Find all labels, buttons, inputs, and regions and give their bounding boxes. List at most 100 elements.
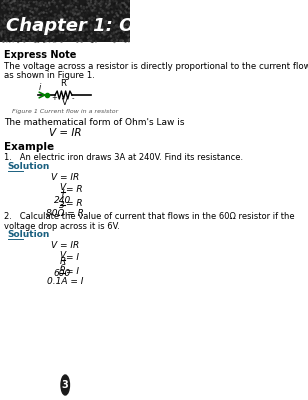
Point [111,34,116,40]
Point [27,11,32,18]
Point [89,7,94,13]
Point [74,4,79,10]
Point [40,24,45,30]
Point [78,19,83,25]
Point [66,4,71,10]
Point [117,14,122,20]
Point [96,2,101,8]
Point [100,0,105,6]
Point [91,36,96,42]
Point [40,24,45,31]
Point [88,26,93,33]
Point [53,14,58,20]
Point [126,24,131,31]
Point [64,18,69,25]
Point [79,3,83,9]
Point [116,24,121,30]
Point [10,8,14,15]
Point [20,6,25,13]
Point [8,0,13,4]
Point [89,26,94,32]
Point [13,16,18,22]
Text: Express Note: Express Note [4,50,77,60]
Point [124,32,128,38]
Point [112,25,117,31]
Point [87,1,92,7]
Point [22,0,27,5]
Point [124,0,129,4]
Point [113,33,118,39]
Point [111,1,116,7]
Point [29,24,34,31]
Point [16,28,21,35]
Point [44,17,49,24]
Point [87,2,91,8]
Point [75,38,80,44]
Point [11,0,16,4]
Point [67,31,72,38]
Point [48,8,53,14]
Point [34,7,39,14]
Point [81,32,86,38]
Point [90,38,95,45]
Point [24,30,29,36]
Point [79,39,84,45]
Point [39,21,44,27]
Point [121,11,126,17]
Point [73,10,78,17]
Point [80,11,85,17]
Point [126,38,131,44]
Point [78,38,83,44]
Point [59,0,64,6]
Point [79,4,84,11]
Point [120,21,125,28]
Point [96,30,101,37]
Point [103,28,108,34]
Point [49,0,54,7]
Point [15,37,20,44]
Point [126,17,131,24]
Point [91,34,96,40]
Point [44,10,49,16]
Point [124,30,129,37]
Point [77,25,82,31]
Point [84,12,89,18]
Point [109,6,114,12]
Point [104,18,109,24]
Point [14,7,19,14]
Point [111,20,116,27]
Point [3,14,8,20]
Point [48,14,53,21]
Point [50,0,55,5]
Point [4,12,9,18]
Point [15,0,20,5]
Point [35,6,40,12]
Point [40,19,45,26]
Point [35,28,40,34]
Point [69,8,74,15]
Point [118,38,123,44]
Point [58,12,63,19]
Point [65,3,70,9]
Point [30,30,34,36]
Point [42,2,47,8]
Point [106,2,111,8]
Point [42,11,47,17]
Point [48,23,53,29]
Point [35,18,40,25]
Point [84,26,89,32]
Point [7,6,12,13]
Point [102,29,107,35]
Point [67,30,71,36]
Point [114,31,119,37]
Point [24,32,29,39]
Point [95,13,100,19]
Point [38,10,43,16]
Point [16,1,21,8]
Point [114,31,119,38]
Point [68,30,73,36]
Point [33,5,38,12]
Point [72,22,77,28]
Point [54,0,59,6]
Point [46,2,51,8]
